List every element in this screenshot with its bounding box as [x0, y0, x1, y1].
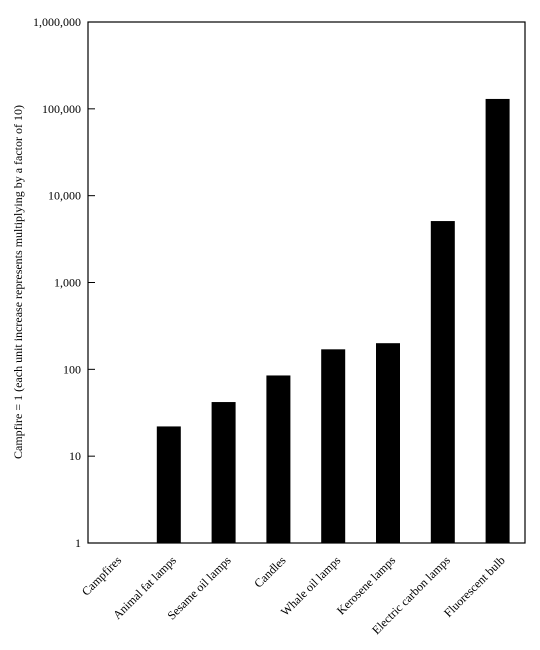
bar: [266, 375, 291, 543]
bars-layer: [156, 98, 510, 543]
y-tick-label: 10: [69, 449, 81, 463]
bar: [485, 98, 510, 543]
y-tick-label: 10,000: [48, 189, 81, 203]
y-axis-ticks: 1 10 100 1,000 10,000 100,000 1,000,000: [33, 15, 95, 550]
y-tick-label: 1: [75, 536, 81, 550]
y-tick-label: 1,000,000: [33, 15, 81, 29]
y-tick-label: 100,000: [42, 102, 81, 116]
bar: [376, 343, 400, 543]
y-tick-label: 1,000: [54, 276, 81, 290]
bar: [156, 426, 181, 543]
x-category-label: Campfires: [79, 553, 124, 598]
bar: [430, 221, 455, 543]
plot-frame: [87, 21, 526, 544]
bar: [211, 402, 236, 543]
bar: [321, 349, 346, 543]
x-category-label: Candles: [251, 553, 288, 590]
y-tick-label: 100: [63, 362, 81, 376]
y-axis-title: Campfire = 1 (each unit increase represe…: [11, 105, 25, 459]
